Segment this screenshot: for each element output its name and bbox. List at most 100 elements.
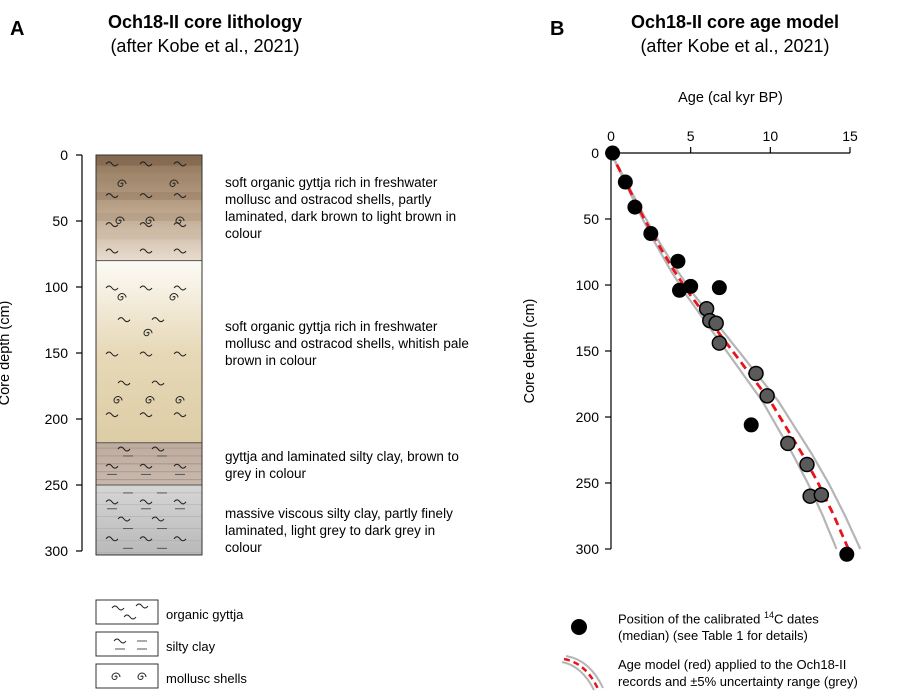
gyttja-symbol [139,248,153,254]
mollusc-shell-symbol [117,293,127,301]
panel-b-letter: B [550,18,565,40]
date-point-black-4 [670,253,686,269]
panel-a-title: Och18-II core lithology [107,12,303,32]
date-point-grey-4 [748,365,764,382]
unit-2-fill [96,260,202,443]
age-axis-label: Age (cal kyr BP) [678,90,783,106]
age-model-legend [561,619,604,691]
age-model-red-line [609,152,850,550]
gyttja-symbol [173,351,187,357]
legend-model-line-icon [563,657,600,690]
gyttja-symbol [151,317,165,323]
legend-silty-clay-label: silty clay [166,639,216,654]
panel-b-subtitle: (after Kobe et al., 2021) [640,36,830,56]
lithology-tick-label-0: 0 [60,147,68,163]
date-point-black-6 [683,278,699,294]
gyttja-symbol [139,351,153,357]
gyttja-symbol [173,463,187,469]
legend-uncertainty-line-icon [561,661,595,691]
legend-silty-clay-box [95,631,159,657]
legend-gyttja-symbol-icon [123,614,137,620]
legend-mollusc-label: mollusc shells [166,671,247,686]
gyttja-symbol [105,499,119,505]
mollusc-shell-symbol [111,672,121,680]
mollusc-shell-symbol [143,328,153,337]
gyttja-symbol [173,536,187,542]
depth-tick-label-100: 100 [576,277,600,293]
gyttja-symbol [173,193,187,199]
gyttja-symbol [105,285,119,291]
date-point-grey-7 [799,456,815,473]
mollusc-shell-symbol [137,672,147,680]
legend-dates-line2: (median) (see Table 1 for details) [618,628,808,644]
lithology-tick-label-100: 100 [45,279,69,295]
gyttja-symbol [139,536,153,542]
date-point-black-8 [743,417,759,433]
mollusc-shell-symbol [115,216,125,224]
gyttja-symbol [173,248,187,254]
lithology-tick-label-200: 200 [45,411,69,427]
gyttja-symbol [117,516,131,522]
panel-a-letter: A [10,18,25,40]
gyttja-symbol [173,285,187,291]
gyttja-symbol [139,499,153,505]
age-tick-label-5: 5 [687,128,695,144]
mollusc-shell-symbol [175,396,185,404]
legend-gyttja-symbol-icon [111,605,125,611]
mollusc-shell-symbol [113,396,123,404]
lithology-depth-axis: 0 50 100 150 200 250 300 Core depth (cm) [0,147,83,559]
gyttja-symbol [173,499,187,505]
depth-tick-label-0: 0 [591,145,599,161]
legend-model-line1: Age model (red) applied to the Och18-II [618,657,847,672]
legend-dates-label: Position of the calibrated 14C dates (me… [618,607,819,644]
gyttja-symbol [105,193,119,199]
mollusc-shell-symbol [175,216,185,224]
age-model-curves [609,152,862,550]
lithology-column-outline [95,154,203,556]
unit-1-description: soft organic gyttja rich in freshwater m… [225,175,457,241]
mollusc-shell-symbol [169,179,179,188]
age-tick-label-15: 15 [842,128,858,144]
mollusc-shell-symbol [145,216,155,224]
gyttja-symbol [117,446,131,452]
date-point-black-2 [627,199,643,215]
legend-gyttja-symbol-icon [135,603,149,609]
gyttja-symbol [105,412,119,418]
date-point-black-9 [839,546,855,562]
depth-tick-label-50: 50 [583,211,599,227]
date-point-black-0 [605,145,621,161]
gyttja-symbol [139,285,153,291]
unit-4-description: massive viscous silty clay, partly finel… [225,506,453,555]
age-model-axes: 0 5 10 15 Age (cal kyr BP) 0 50 100 150 200 250 300… [522,90,858,557]
gyttja-symbol [117,317,131,323]
gyttja-symbol [139,412,153,418]
gyttja-symbol [139,463,153,469]
unit-1-band [96,155,202,166]
gyttja-symbol [173,222,187,228]
gyttja-symbol [139,193,153,199]
age-tick-label-10: 10 [763,128,779,144]
gyttja-symbol [105,248,119,254]
gyttja-symbol [105,222,119,228]
legend-gyttja-box [95,599,159,625]
date-point-black-7 [711,280,727,296]
depth-tick-label-150: 150 [576,343,600,359]
calibrated-dates-points [605,145,855,562]
unit-3-description: gyttja and laminated silty clay, brown t… [225,449,459,481]
uncertainty-upper-line [610,152,862,550]
gyttja-symbol [151,516,165,522]
legend-dates-prefix: Position of the calibrated [618,611,764,627]
lithology-tick-label-50: 50 [52,213,68,229]
legend-model-label: Age model (red) applied to the Och18-II … [618,656,858,690]
legend-dates-sup: 14 [763,610,774,620]
legend-date-point-icon [571,619,587,635]
date-point-grey-6 [780,435,796,452]
date-point-black-1 [617,174,633,190]
unit-2-description: soft organic gyttja rich in freshwater m… [225,319,469,368]
gyttja-symbol [105,463,119,469]
depth-tick-label-200: 200 [576,409,600,425]
lithology-legend [95,599,159,689]
date-point-grey-9 [813,487,830,503]
gyttja-symbol [139,161,153,167]
panel-b-title: Och18-II core age model [630,12,840,32]
